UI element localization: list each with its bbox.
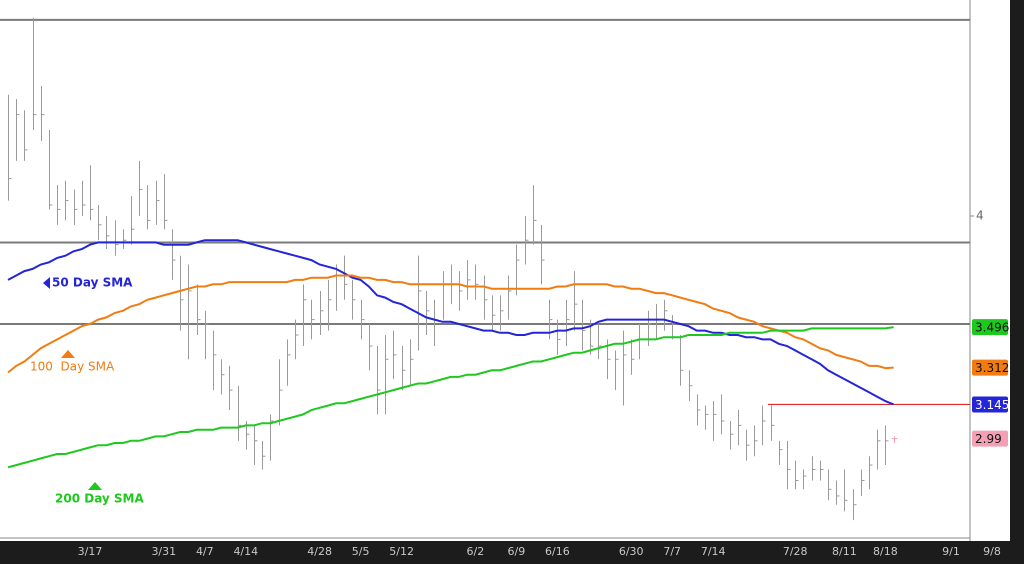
series-last-value: 3.496 — [975, 321, 1009, 335]
x-tick-label: 9/8 — [983, 545, 1001, 558]
x-tick-label: 3/31 — [151, 545, 176, 558]
legend-label: 50 Day SMA — [52, 276, 133, 290]
sma-line — [7, 239, 894, 406]
sma-line — [7, 326, 894, 469]
x-tick-label: 4/28 — [307, 545, 332, 558]
series-last-value: 3.312 — [975, 361, 1009, 375]
x-tick-label: 5/5 — [352, 545, 370, 558]
x-tick-label: 8/11 — [832, 545, 857, 558]
sma-line — [7, 274, 894, 374]
x-tick-label: 5/12 — [389, 545, 414, 558]
x-tick-label: 4/7 — [196, 545, 214, 558]
series-last-value: 3.145 — [975, 398, 1009, 412]
x-tick-label: 3/17 — [78, 545, 103, 558]
right-edge-band — [1010, 0, 1024, 564]
x-axis-band — [0, 541, 1024, 564]
last-price: 2.99 — [975, 432, 1002, 446]
x-tick-label: 4/14 — [233, 545, 258, 558]
x-tick-label: 6/2 — [467, 545, 485, 558]
x-tick-label: 6/30 — [619, 545, 644, 558]
legend-marker — [88, 482, 102, 490]
legend-marker — [43, 277, 50, 289]
x-tick-label: 7/28 — [783, 545, 808, 558]
x-tick-label: 8/18 — [873, 545, 898, 558]
last-price-box — [972, 430, 1008, 447]
x-tick-label: 9/1 — [942, 545, 960, 558]
x-tick-label: 6/9 — [508, 545, 526, 558]
legend-label: 100 Day SMA — [30, 360, 115, 374]
series-last-value-box — [972, 319, 1008, 336]
x-tick-label: 7/14 — [701, 545, 726, 558]
legend-label: 200 Day SMA — [55, 492, 145, 506]
x-tick-label: 6/16 — [545, 545, 570, 558]
series-last-value-box — [972, 396, 1008, 413]
x-tick-label: 7/7 — [663, 545, 681, 558]
legend-marker — [61, 350, 75, 358]
series-last-value-box — [972, 359, 1008, 376]
y-tick-label: 4 — [976, 209, 984, 223]
